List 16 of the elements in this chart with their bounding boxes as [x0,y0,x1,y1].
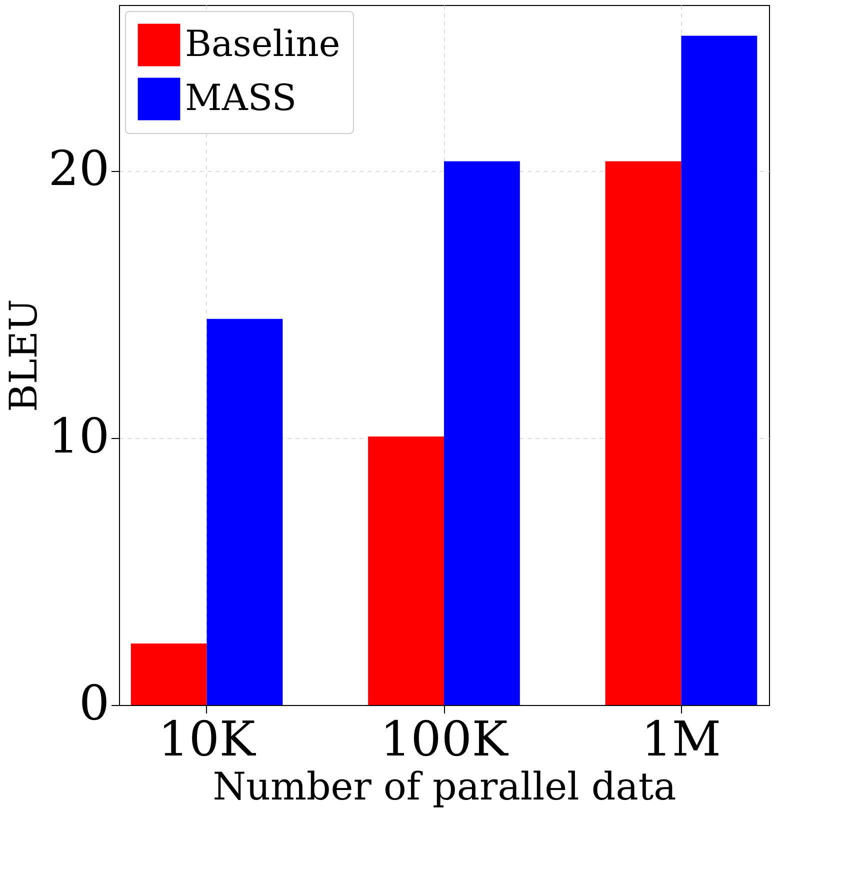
bar [130,644,207,705]
x-tick-label: 10K [158,712,256,768]
y-tick-label: 10 [48,408,110,464]
bar [444,161,520,705]
x-tick-label: 100K [380,712,509,768]
bar [681,36,758,705]
x-tick-label: 1M [641,712,722,768]
y-axis-title: BLEU [1,299,46,412]
y-tick-label: 20 [48,141,110,198]
x-axis-title: Number of parallel data [212,764,676,808]
y-tick-label: 0 [78,676,110,732]
bar [206,318,283,705]
bar [605,161,682,705]
bar [368,436,444,705]
legend-label: MASS [185,78,297,119]
legend-label: Baseline [185,24,340,65]
